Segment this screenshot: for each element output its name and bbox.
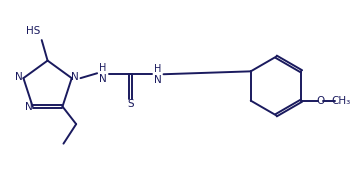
Text: S: S <box>127 98 134 109</box>
Text: N: N <box>15 72 23 82</box>
Text: H: H <box>99 63 107 73</box>
Text: N: N <box>71 72 79 82</box>
Text: HS: HS <box>26 26 40 36</box>
Text: N: N <box>25 102 33 112</box>
Text: N: N <box>99 74 107 84</box>
Text: CH₃: CH₃ <box>331 96 351 106</box>
Text: H: H <box>154 64 161 74</box>
Text: O: O <box>316 96 325 106</box>
Text: N: N <box>154 75 161 85</box>
